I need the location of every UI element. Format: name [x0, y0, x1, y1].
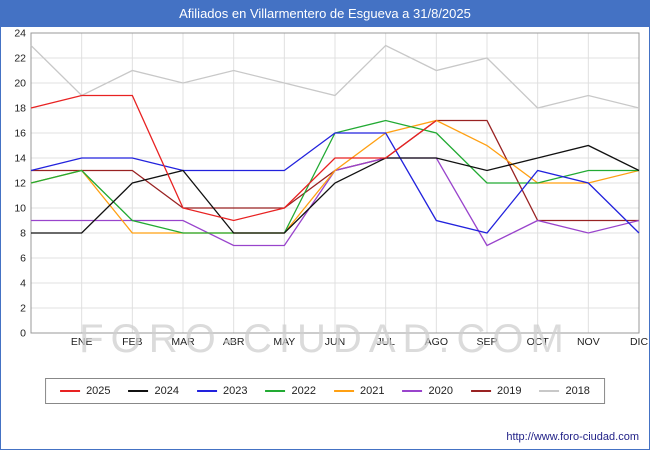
legend-item-2024: 2024 [128, 385, 180, 397]
svg-text:JUL: JUL [376, 336, 395, 348]
svg-text:0: 0 [20, 328, 26, 340]
legend-label: 2019 [496, 385, 522, 397]
legend-swatch-2023 [197, 390, 218, 392]
chart-legend: 2025 2024 2023 2022 2021 2020 2019 2018 [45, 378, 605, 404]
svg-text:10: 10 [14, 203, 26, 215]
svg-text:DIC: DIC [630, 336, 649, 348]
svg-text:OCT: OCT [527, 336, 550, 348]
svg-text:SEP: SEP [476, 336, 497, 348]
legend-swatch-2020 [402, 390, 423, 392]
svg-text:ENE: ENE [71, 336, 93, 348]
svg-text:14: 14 [14, 153, 26, 165]
svg-text:12: 12 [14, 178, 26, 190]
chart-title: Afiliados en Villarmentero de Esgueva a … [179, 6, 471, 21]
legend-label: 2025 [86, 385, 111, 397]
svg-text:JUN: JUN [325, 336, 345, 348]
legend-item-2023: 2023 [197, 385, 248, 397]
legend-label: 2023 [223, 385, 248, 397]
legend-item-2025: 2025 [60, 385, 111, 397]
legend-swatch-2018 [539, 390, 560, 392]
svg-text:MAR: MAR [171, 336, 195, 348]
svg-text:FEB: FEB [122, 336, 142, 348]
svg-text:ABR: ABR [223, 336, 245, 348]
legend-label: 2020 [428, 385, 453, 397]
svg-text:MAY: MAY [273, 336, 295, 348]
footer-url[interactable]: http://www.foro-ciudad.com [506, 431, 639, 443]
svg-text:NOV: NOV [577, 336, 600, 348]
svg-text:16: 16 [14, 128, 26, 140]
legend-swatch-2024 [128, 390, 149, 392]
legend-swatch-2021 [334, 390, 354, 392]
legend-item-2019: 2019 [470, 385, 522, 397]
legend-item-2018: 2018 [539, 385, 590, 397]
svg-text:AGO: AGO [425, 336, 448, 348]
legend-label: 2024 [154, 385, 180, 397]
svg-text:20: 20 [14, 78, 26, 90]
svg-text:4: 4 [20, 278, 26, 290]
legend-swatch-2022 [265, 390, 286, 392]
legend-swatch-2019 [470, 390, 491, 392]
legend-label: 2018 [565, 385, 590, 397]
legend-swatch-2025 [60, 390, 81, 392]
svg-text:2: 2 [20, 303, 26, 315]
svg-text:22: 22 [14, 53, 26, 65]
chart-area: 0 2 4 6 8 10 12 14 16 18 20 22 24 ENE FEB MAR ABR MAY JUN J… [1, 27, 649, 367]
svg-text:6: 6 [20, 253, 26, 265]
legend-item-2020: 2020 [402, 385, 453, 397]
legend-label: 2022 [291, 385, 316, 397]
legend-label: 2021 [360, 385, 385, 397]
svg-text:8: 8 [20, 228, 26, 240]
svg-text:18: 18 [14, 103, 26, 115]
legend-item-2022: 2022 [265, 385, 316, 397]
legend-item-2021: 2021 [334, 385, 384, 397]
svg-text:24: 24 [14, 28, 26, 40]
chart-title-bar: Afiliados en Villarmentero de Esgueva a … [1, 1, 649, 27]
